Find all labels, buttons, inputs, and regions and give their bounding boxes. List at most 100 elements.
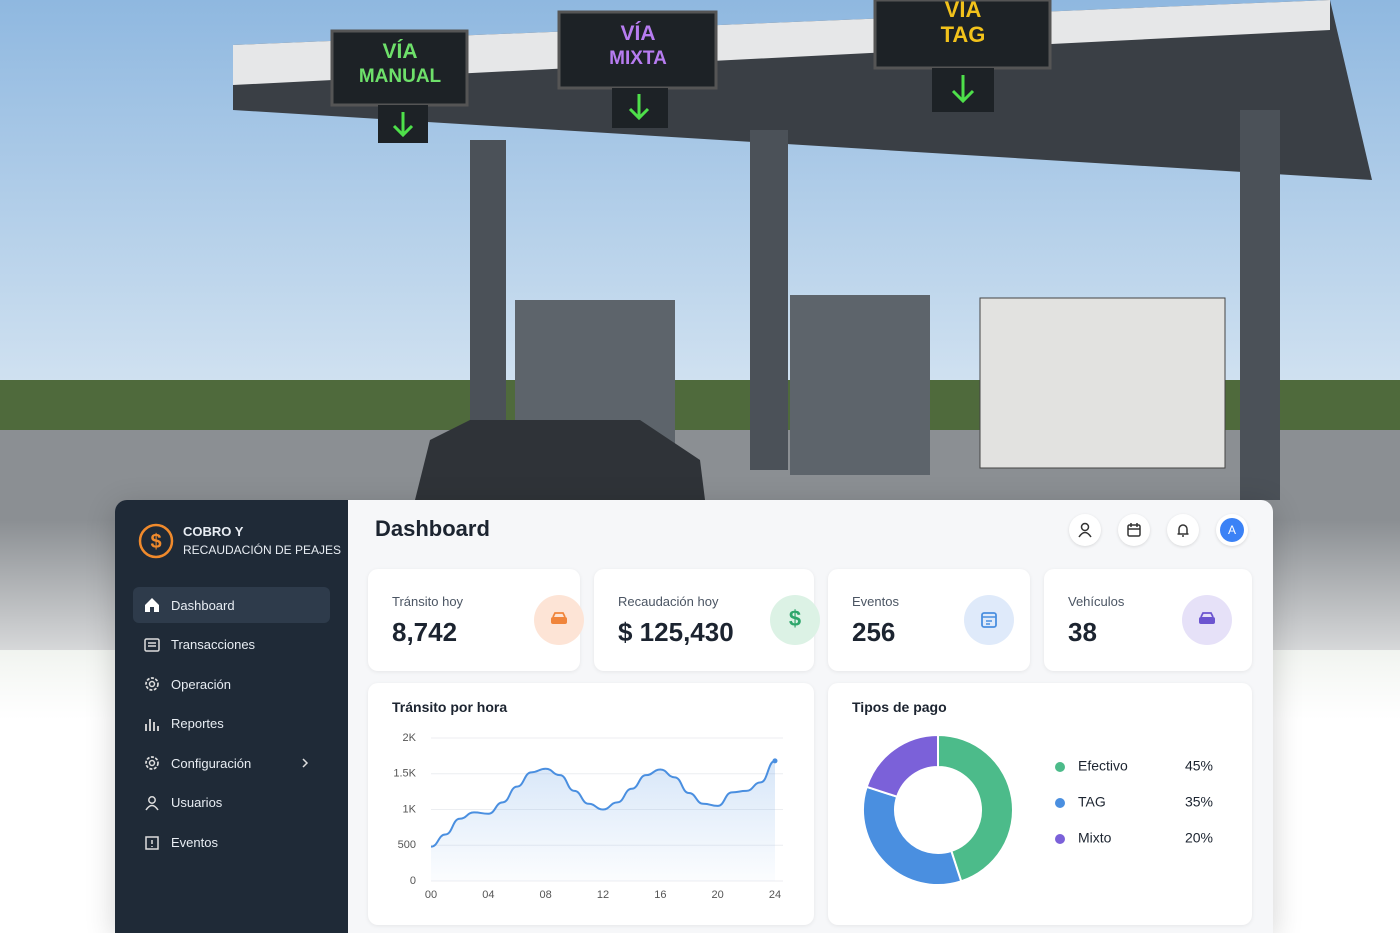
x-tick-label: 12	[597, 889, 609, 901]
icon	[981, 612, 997, 628]
donut-slice	[862, 785, 963, 886]
x-tick-label: 24	[769, 889, 781, 901]
nav-icon	[145, 756, 159, 771]
booth	[790, 295, 930, 475]
brand-logo: $	[138, 523, 174, 559]
nav-label: Operación	[171, 676, 231, 692]
canopy-edge	[233, 0, 1330, 85]
y-tick-label: 1K	[403, 803, 417, 815]
calendar-button[interactable]	[1118, 514, 1150, 546]
x-tick-label: 08	[540, 889, 552, 901]
truck	[979, 297, 1226, 469]
stat-card: Eventos 256	[828, 569, 1030, 671]
pillar	[750, 130, 788, 470]
chart-title: Tránsito por hora	[392, 699, 508, 715]
stat-card: Tránsito hoy 8,742	[368, 569, 584, 671]
stat-icon	[964, 595, 1014, 645]
nav-item[interactable]: Configuración	[133, 745, 330, 781]
main: Dashboard A Tránsito hoy 8,742 Recaudación…	[348, 500, 1273, 933]
nav-item[interactable]: Eventos	[133, 825, 330, 861]
line-chart-card: Tránsito por hora 0 500 1K 1.5K 2K 00 04 08 12 16…	[368, 683, 814, 925]
value-label: 35%	[1185, 794, 1213, 810]
stat-card: Vehículos 38	[1044, 569, 1252, 671]
sidebar: $ COBRO Y RECAUDACIÓN DE PEAJES Dashboard…	[115, 500, 348, 933]
stat-value: 256	[852, 617, 896, 647]
nav-icon	[145, 677, 159, 692]
stat-icon: $	[770, 595, 820, 645]
car	[415, 420, 705, 500]
y-tick-label: 0	[410, 875, 416, 887]
nav-icon	[145, 718, 159, 731]
pillar	[1240, 110, 1280, 500]
sign: VÍA MANUAL	[330, 29, 469, 143]
stat-label: Eventos	[852, 594, 899, 609]
sign: VÍA MIXTA	[557, 10, 718, 128]
icon: $	[789, 609, 801, 631]
legend-label: TAG	[1078, 794, 1106, 810]
pillar	[470, 140, 506, 460]
nav-icon	[144, 637, 160, 652]
x-tick-label: 20	[712, 889, 724, 901]
nav-icon	[145, 835, 159, 850]
end-point	[772, 758, 778, 764]
donut-slice	[865, 733, 939, 798]
donut-slice	[937, 733, 1014, 883]
stat-card: Recaudación hoy $ 125,430 $	[594, 569, 820, 671]
nav-label: Usuarios	[171, 795, 223, 811]
brand-line: RECAUDACIÓN DE PEAJES	[183, 543, 342, 557]
y-tick-label: 2K	[403, 732, 417, 744]
icon	[551, 612, 567, 624]
donut-chart: Efectivo 45% TAG 35% Mixto 20%	[862, 733, 1213, 886]
stat-label: Vehículos	[1068, 594, 1125, 609]
legend-label: Efectivo	[1078, 758, 1128, 774]
legend-swatch	[1055, 762, 1065, 772]
sign-text: MANUAL	[359, 66, 442, 87]
avatar-button[interactable]: A	[1216, 514, 1248, 546]
chart-title: Tipos de pago	[852, 699, 947, 715]
legend-swatch	[1055, 834, 1065, 844]
nav-label: Dashboard	[171, 597, 235, 613]
sign-text: MIXTA	[609, 48, 667, 69]
nav-label: Reportes	[171, 716, 224, 732]
stat-icon	[1182, 595, 1232, 645]
y-tick-label: 500	[398, 839, 416, 851]
sign-text: TAG	[941, 22, 986, 47]
nav-icon	[145, 796, 159, 811]
notifications-button[interactable]	[1167, 514, 1199, 546]
line-chart: 0 500 1K 1.5K 2K 00 04 08 12 16 20 24	[393, 732, 783, 901]
stat-value: 8,742	[392, 617, 458, 647]
nav-item[interactable]: Usuarios	[133, 785, 330, 821]
nav: Dashboard Transacciones Operación Reportes C…	[133, 587, 330, 864]
nav-item[interactable]: Operación	[133, 666, 330, 702]
x-tick-label: 16	[654, 889, 666, 901]
sign-text: VÍA	[945, 0, 982, 22]
nav-item[interactable]: Reportes	[133, 706, 330, 742]
value-label: 20%	[1185, 830, 1213, 846]
stat-label: Recaudación hoy	[618, 594, 719, 609]
nav-label: Configuración	[171, 755, 252, 771]
brand-line: COBRO Y	[183, 524, 244, 539]
nav-icon	[145, 598, 159, 612]
avatar: A	[1220, 518, 1244, 542]
chevron	[302, 758, 309, 768]
pie-chart-card: Tipos de pago Efectivo 45% TAG 35% Mixto 20%	[828, 683, 1252, 925]
brand-text: COBRO Y RECAUDACIÓN DE PEAJES	[183, 523, 341, 559]
icon	[1199, 612, 1215, 624]
legend-label: Mixto	[1078, 830, 1112, 846]
area	[431, 760, 775, 881]
page-title: Dashboard	[375, 516, 490, 541]
user-button[interactable]	[1069, 514, 1101, 546]
legend-swatch	[1055, 798, 1065, 808]
brand: $ COBRO Y RECAUDACIÓN DE PEAJES	[137, 522, 341, 560]
value-label: 45%	[1185, 758, 1213, 774]
svg-text:$: $	[789, 609, 801, 631]
y-tick-label: 1.5K	[393, 768, 416, 780]
x-tick-label: 00	[425, 889, 437, 901]
nav-item[interactable]: Transacciones	[133, 627, 330, 663]
stat-value: $ 125,430	[618, 617, 734, 647]
x-tick-label: 04	[482, 889, 494, 901]
nav-item[interactable]: Dashboard	[133, 587, 330, 623]
